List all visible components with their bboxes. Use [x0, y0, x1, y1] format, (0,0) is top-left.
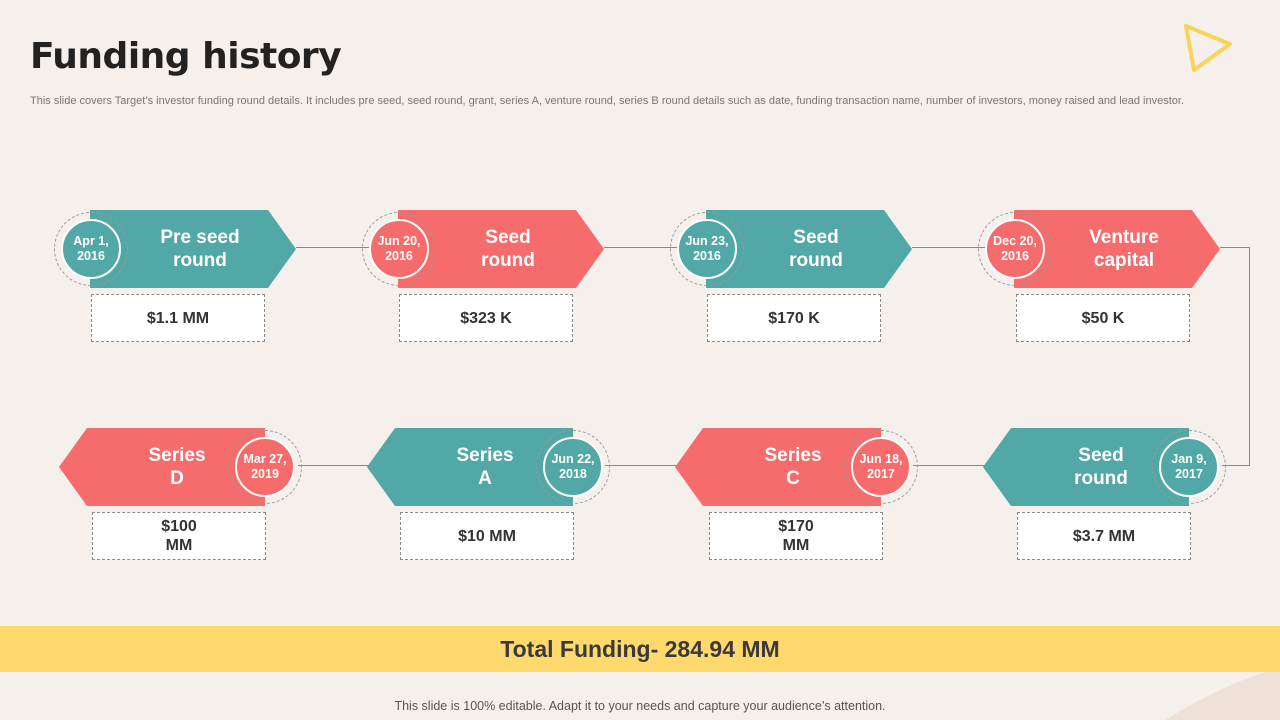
- timeline-connector: [604, 247, 680, 248]
- round-card-series-d: Series D Mar 27, 2019: [59, 428, 302, 506]
- round-name: Seed round: [1074, 445, 1128, 489]
- round-card-seed-2: Seed round Jun 23, 2016: [670, 210, 914, 288]
- play-triangle-icon: [1184, 24, 1232, 72]
- page-subtitle: This slide covers Target’s investor fund…: [30, 95, 1185, 107]
- round-name: Series A: [456, 445, 514, 489]
- timeline-connector: [1220, 247, 1249, 248]
- timeline-connector: [296, 247, 372, 248]
- date-badge: Mar 27, 2019: [228, 430, 302, 504]
- footer-note: This slide is 100% editable. Adapt it to…: [394, 699, 886, 713]
- amount-box: $3.7 MM: [1017, 512, 1191, 560]
- round-card-venture: Venture capital Dec 20, 2016: [978, 210, 1222, 288]
- timeline-connector: [912, 247, 988, 248]
- round-card-pre-seed: Pre seed round Apr 1, 2016: [54, 210, 298, 288]
- date-badge: Jun 23, 2016: [670, 212, 744, 286]
- round-name: Seed round: [789, 227, 843, 271]
- amount-box: $170 MM: [709, 512, 883, 560]
- amount-box: $1.1 MM: [91, 294, 265, 342]
- date-badge: Jun 18, 2017: [844, 430, 918, 504]
- timeline-connector: [605, 465, 677, 466]
- date-badge: Jun 20, 2016: [362, 212, 436, 286]
- timeline-connector: [1222, 465, 1250, 466]
- amount-box: $10 MM: [400, 512, 574, 560]
- timeline-connector: [913, 465, 985, 466]
- timeline-connector: [1249, 247, 1250, 466]
- total-funding-label: Total Funding- 284.94 MM: [500, 635, 780, 662]
- page-title: Funding history: [30, 36, 342, 77]
- date-badge: Jan 9, 2017: [1152, 430, 1226, 504]
- round-name: Venture capital: [1089, 227, 1159, 271]
- date-badge: Jun 22, 2018: [536, 430, 610, 504]
- amount-box: $100 MM: [92, 512, 266, 560]
- date-badge: Dec 20, 2016: [978, 212, 1052, 286]
- round-card-seed-1: Seed round Jun 20, 2016: [362, 210, 606, 288]
- date-badge: Apr 1, 2016: [54, 212, 128, 286]
- amount-box: $323 K: [399, 294, 573, 342]
- amount-box: $170 K: [707, 294, 881, 342]
- round-name: Series C: [764, 445, 822, 489]
- round-card-series-c: Series C Jun 18, 2017: [675, 428, 918, 506]
- amount-box: $50 K: [1016, 294, 1190, 342]
- round-card-series-a: Series A Jun 22, 2018: [367, 428, 610, 506]
- round-name: Pre seed round: [160, 227, 240, 271]
- round-card-seed-3: Seed round Jan 9, 2017: [983, 428, 1226, 506]
- round-name: Series D: [148, 445, 206, 489]
- total-funding-banner: Total Funding- 284.94 MM: [0, 626, 1280, 672]
- round-name: Seed round: [481, 227, 535, 271]
- timeline-connector: [298, 465, 370, 466]
